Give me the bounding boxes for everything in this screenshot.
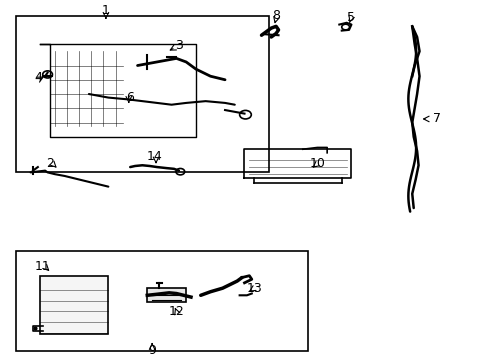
Text: 7: 7 [432,112,440,125]
Bar [147,288,186,302]
Text: 11: 11 [35,260,50,273]
Text: 12: 12 [168,305,184,318]
Text: 10: 10 [309,157,325,170]
Text: 6: 6 [126,91,134,104]
Text: 9: 9 [148,344,156,357]
Text: 8: 8 [271,9,280,22]
Text: 3: 3 [175,40,183,53]
Bar [16,251,307,351]
Text: 4: 4 [34,72,41,85]
Text: 2: 2 [46,157,54,170]
Text: 13: 13 [246,282,262,295]
Bar [16,15,268,172]
Text: 14: 14 [146,150,162,163]
Text: 5: 5 [347,11,355,24]
Text: 1: 1 [102,4,110,17]
Bar [40,276,108,334]
